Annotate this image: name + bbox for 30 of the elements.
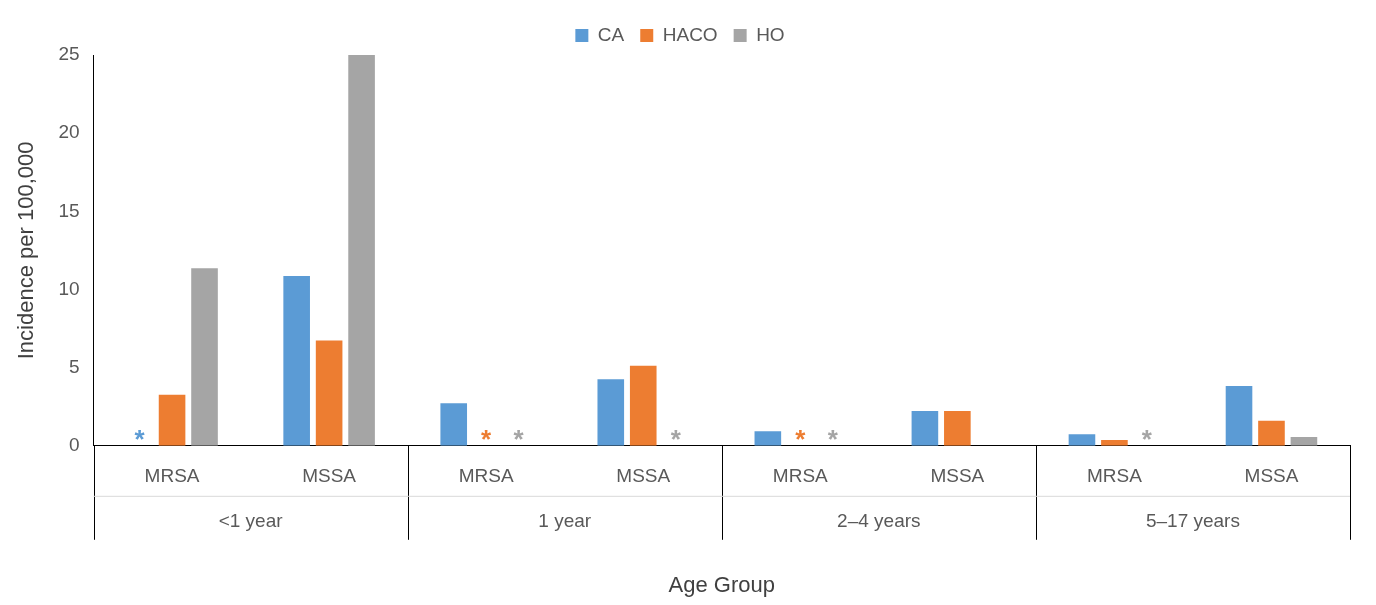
- text: *: [134, 423, 145, 454]
- legend-label: HO: [756, 23, 785, 45]
- x-tick-label: MRSA: [144, 465, 200, 487]
- x-tick-label: MSSA: [1244, 465, 1299, 487]
- text: 5–17 years: [1145, 510, 1240, 532]
- y-axis-title: Incidence per 100,000: [13, 141, 39, 360]
- text: 1 year: [538, 510, 592, 532]
- text: *: [795, 423, 806, 454]
- x-tick-label: MRSA: [458, 465, 514, 487]
- y-tick-label: 25: [58, 43, 80, 65]
- x-tick-label: MRSA: [772, 465, 829, 487]
- legend-label: HACO: [662, 23, 718, 45]
- text: 2–4 years: [837, 510, 921, 532]
- x-tick-label: MSSA: [930, 465, 985, 487]
- x-tick-label: MSSA: [302, 465, 357, 487]
- legend-label: CA: [597, 23, 625, 45]
- text: *: [481, 423, 492, 454]
- text: *: [827, 423, 838, 454]
- text: *: [513, 423, 524, 454]
- y-tick-label: 10: [58, 277, 80, 299]
- text: *: [1141, 423, 1152, 454]
- y-tick-label: 0: [68, 434, 80, 456]
- text: *: [670, 423, 681, 454]
- y-tick-label: 15: [58, 199, 80, 221]
- y-tick-label: 20: [58, 121, 80, 143]
- text: <1 year: [218, 510, 284, 532]
- x-tick-label: MSSA: [616, 465, 671, 487]
- x-tick-label: MRSA: [1086, 465, 1143, 487]
- y-tick-label: 5: [68, 355, 80, 377]
- x-axis-title: Age Group: [668, 571, 775, 597]
